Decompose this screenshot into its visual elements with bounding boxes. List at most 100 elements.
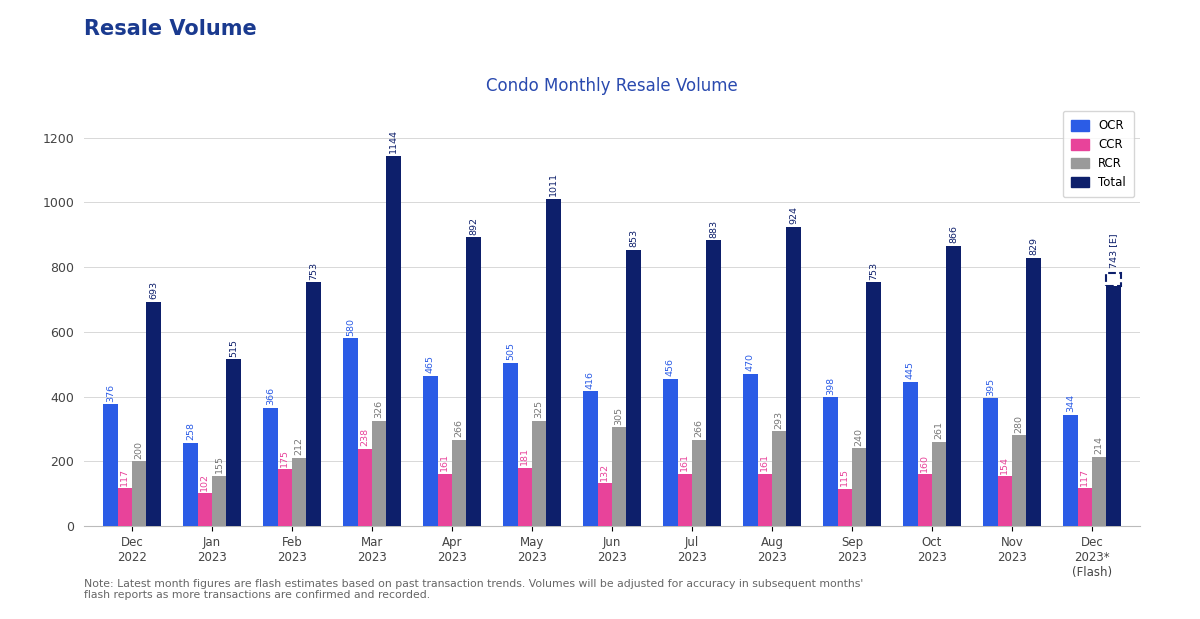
Bar [612,427,626,526]
Text: 280: 280 [1015,415,1024,433]
Bar [626,250,641,526]
Text: 305: 305 [614,407,624,425]
Text: 505: 505 [506,342,515,360]
Text: 924: 924 [790,206,798,224]
Bar [292,457,306,526]
Text: 580: 580 [346,318,355,335]
Text: 326: 326 [374,400,384,418]
Text: 416: 416 [586,371,595,389]
Text: 102: 102 [200,472,209,490]
Bar [184,443,198,526]
Bar [517,467,532,526]
Text: 892: 892 [469,217,478,235]
Bar [118,488,132,526]
Text: 212: 212 [295,437,304,455]
Bar [198,493,212,526]
Bar [532,421,546,526]
Text: 200: 200 [134,441,144,459]
Text: 395: 395 [986,378,995,396]
Text: 266: 266 [695,420,703,438]
Bar [263,408,277,526]
Text: 693: 693 [149,281,158,299]
Bar [786,227,800,526]
Bar [277,469,292,526]
Bar [852,448,866,526]
Bar [983,398,997,526]
Bar [343,339,358,526]
Legend: OCR, CCR, RCR, Total: OCR, CCR, RCR, Total [1063,111,1134,197]
Bar [947,246,961,526]
Bar [212,476,227,526]
Text: 398: 398 [826,376,835,395]
Bar [386,156,401,526]
Text: 293: 293 [775,410,784,429]
Text: 445: 445 [906,361,914,379]
Text: 866: 866 [949,225,958,243]
Bar [1106,272,1121,285]
Bar [997,476,1012,526]
Bar [598,483,612,526]
Bar [546,199,560,526]
Text: 160: 160 [920,454,929,472]
Text: 161: 161 [440,454,449,472]
Text: 376: 376 [106,384,115,402]
Bar [678,474,692,526]
Bar [757,474,772,526]
Text: 132: 132 [600,462,610,481]
Bar [583,391,598,526]
Bar [904,382,918,526]
Bar [664,378,678,526]
Bar [306,282,320,526]
Text: 366: 366 [266,387,275,405]
Text: 1011: 1011 [550,172,558,196]
Bar [372,420,386,526]
Text: 261: 261 [935,421,943,439]
Text: 753: 753 [869,262,878,280]
Text: 465: 465 [426,355,434,373]
Bar [227,360,241,526]
Bar [743,374,757,526]
Title: Condo Monthly Resale Volume: Condo Monthly Resale Volume [486,77,738,95]
Bar [146,302,161,526]
Bar [1063,415,1078,526]
Bar [918,474,932,526]
Text: 883: 883 [709,220,718,238]
Bar [1106,285,1121,526]
Bar [438,474,452,526]
Text: 155: 155 [215,456,223,474]
Bar [1092,457,1106,526]
Text: Note: Latest month figures are flash estimates based on past transaction trends.: Note: Latest month figures are flash est… [84,579,863,600]
Bar [932,441,947,526]
Bar [1026,258,1040,526]
Text: 829: 829 [1030,237,1038,255]
Text: 175: 175 [281,449,289,467]
Text: 238: 238 [360,428,370,446]
Text: 325: 325 [535,400,544,418]
Bar [772,431,786,526]
Text: 470: 470 [746,353,755,371]
Text: 1144: 1144 [389,129,398,153]
Bar [707,240,721,526]
Text: 161: 161 [761,454,769,472]
Bar [838,489,852,526]
Text: 240: 240 [854,428,864,446]
Bar [1012,436,1026,526]
Text: 344: 344 [1066,394,1075,412]
Text: 117: 117 [1080,468,1090,486]
Text: 214: 214 [1094,436,1104,454]
Text: 115: 115 [840,469,850,487]
Bar [823,397,838,526]
Bar [467,237,481,526]
Text: 161: 161 [680,454,689,472]
Text: 853: 853 [629,229,638,248]
Bar [866,282,881,526]
Text: Resale Volume: Resale Volume [84,19,257,38]
Text: 753: 753 [310,262,318,280]
Bar [452,440,467,526]
Text: 743 [E]: 743 [E] [1109,233,1118,268]
Bar [503,363,517,526]
Text: 266: 266 [455,420,463,438]
Text: 258: 258 [186,422,194,440]
Text: 117: 117 [120,468,130,486]
Text: 515: 515 [229,339,238,357]
